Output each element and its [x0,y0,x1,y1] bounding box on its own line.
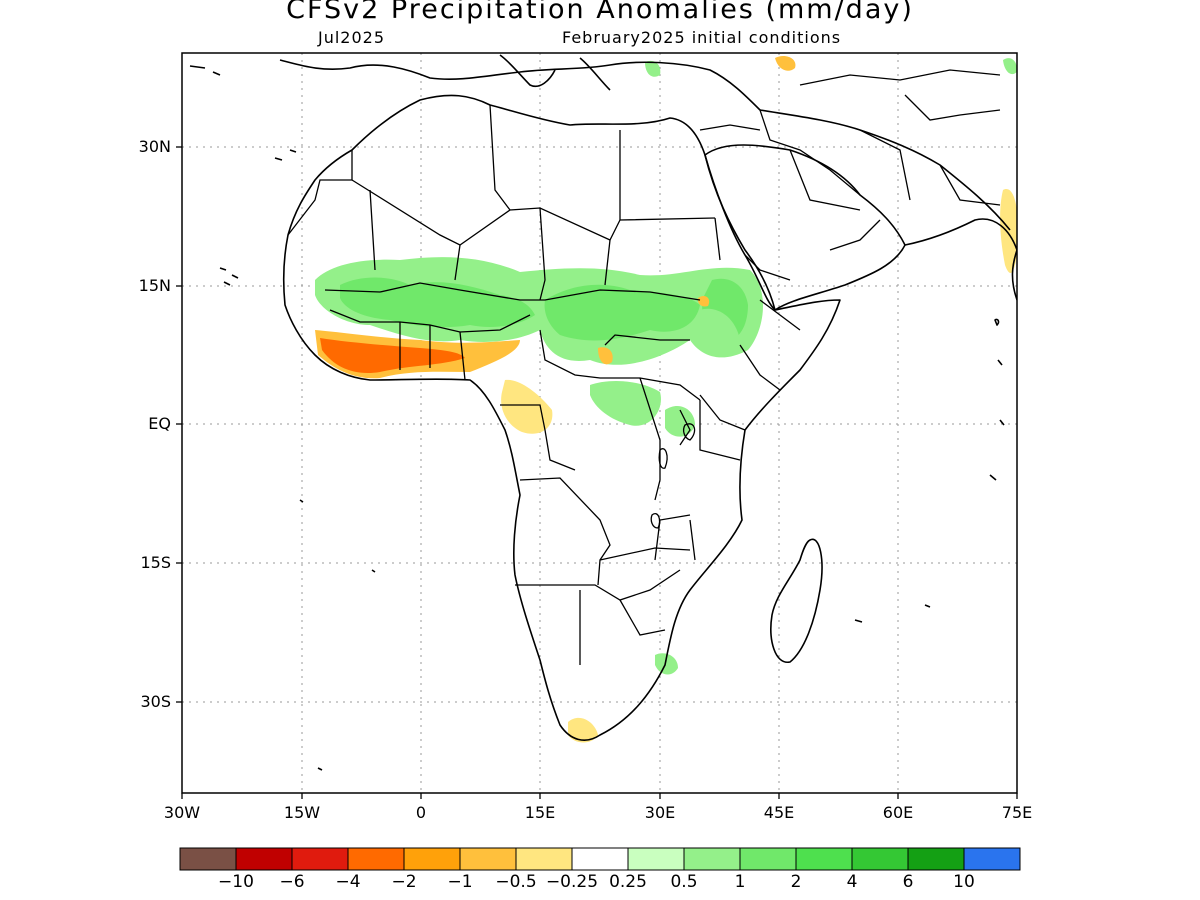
colorbar-label: 4 [846,872,858,892]
x-tick-60e: 60E [882,803,914,822]
colorbar-swatch [683,847,741,871]
colorbar-swatch [739,847,797,871]
colorbar-swatch [627,847,685,871]
x-tick-15w: 15W [283,803,321,822]
colorbar-label: −1 [447,872,473,892]
gabon-dry [501,379,553,434]
colorbar-swatch [347,847,405,871]
colorbar-swatch [235,847,293,871]
colorbar-swatch [291,847,349,871]
valid-month-label: Jul2025 [318,28,386,47]
colorbar-swatch [963,847,1021,871]
colorbar-swatch [571,847,629,871]
south-africa-dry [568,717,598,743]
colorbar-swatch [403,847,461,871]
caspian-wet [1003,58,1017,75]
y-tick-30s: 30S [140,692,171,711]
x-tick-45e: 45E [763,803,795,822]
colorbar-swatch [459,847,517,871]
grid-lines [182,53,1017,793]
colorbar-swatch [515,847,573,871]
colorbar-label: 10 [953,872,975,892]
tick-marks [176,146,1018,799]
colorbar-swatch [907,847,965,871]
x-tick-75e: 75E [1001,803,1033,822]
initial-conditions-label: February2025 initial conditions [562,28,842,47]
country-borders [287,69,1001,665]
anomaly-fields [315,56,1017,743]
colorbar-swatch [851,847,909,871]
sa-east-wet [655,653,678,675]
turkey-wet [645,60,661,77]
x-tick-30e: 30E [644,803,676,822]
central-wet-dark [544,284,700,341]
y-tick-eq: EQ [148,414,171,433]
coastlines [189,54,1017,771]
ethiopia-wet-light [700,308,740,357]
colorbar-label: 0.25 [609,872,647,892]
iran-dry [775,56,796,71]
west-africa-dry-dark [320,338,465,374]
x-tick-0: 0 [415,803,427,822]
map-frame [181,52,1018,794]
colorbar-label: −10 [218,872,254,892]
colorbar-swatch [795,847,853,871]
congo-wet [590,380,661,426]
colorbar-label: 2 [790,872,802,892]
x-tick-30w: 30W [163,803,201,822]
colorbar-label: −4 [335,872,361,892]
colorbar-label: 0.5 [670,872,698,892]
colorbar-label: −6 [279,872,305,892]
y-tick-15n: 15N [138,276,171,295]
india-dry [1000,189,1017,273]
cameroon-dry [598,347,613,365]
great-lakes-wet [665,405,695,437]
colorbar-swatch [179,847,237,871]
colorbar-label: −2 [391,872,417,892]
colorbar-label: 6 [902,872,914,892]
x-tick-15e: 15E [524,803,556,822]
colorbar-label: −0.25 [545,872,599,892]
chart-title: CFSv2 Precipitation Anomalies (mm/day) [286,0,914,25]
colorbar [179,847,1021,871]
ethiopia-dry-spot [697,295,710,307]
colorbar-label: −0.5 [495,872,537,892]
y-tick-15s: 15S [140,553,171,572]
y-tick-30n: 30N [138,137,171,156]
colorbar-label: 1 [734,872,746,892]
